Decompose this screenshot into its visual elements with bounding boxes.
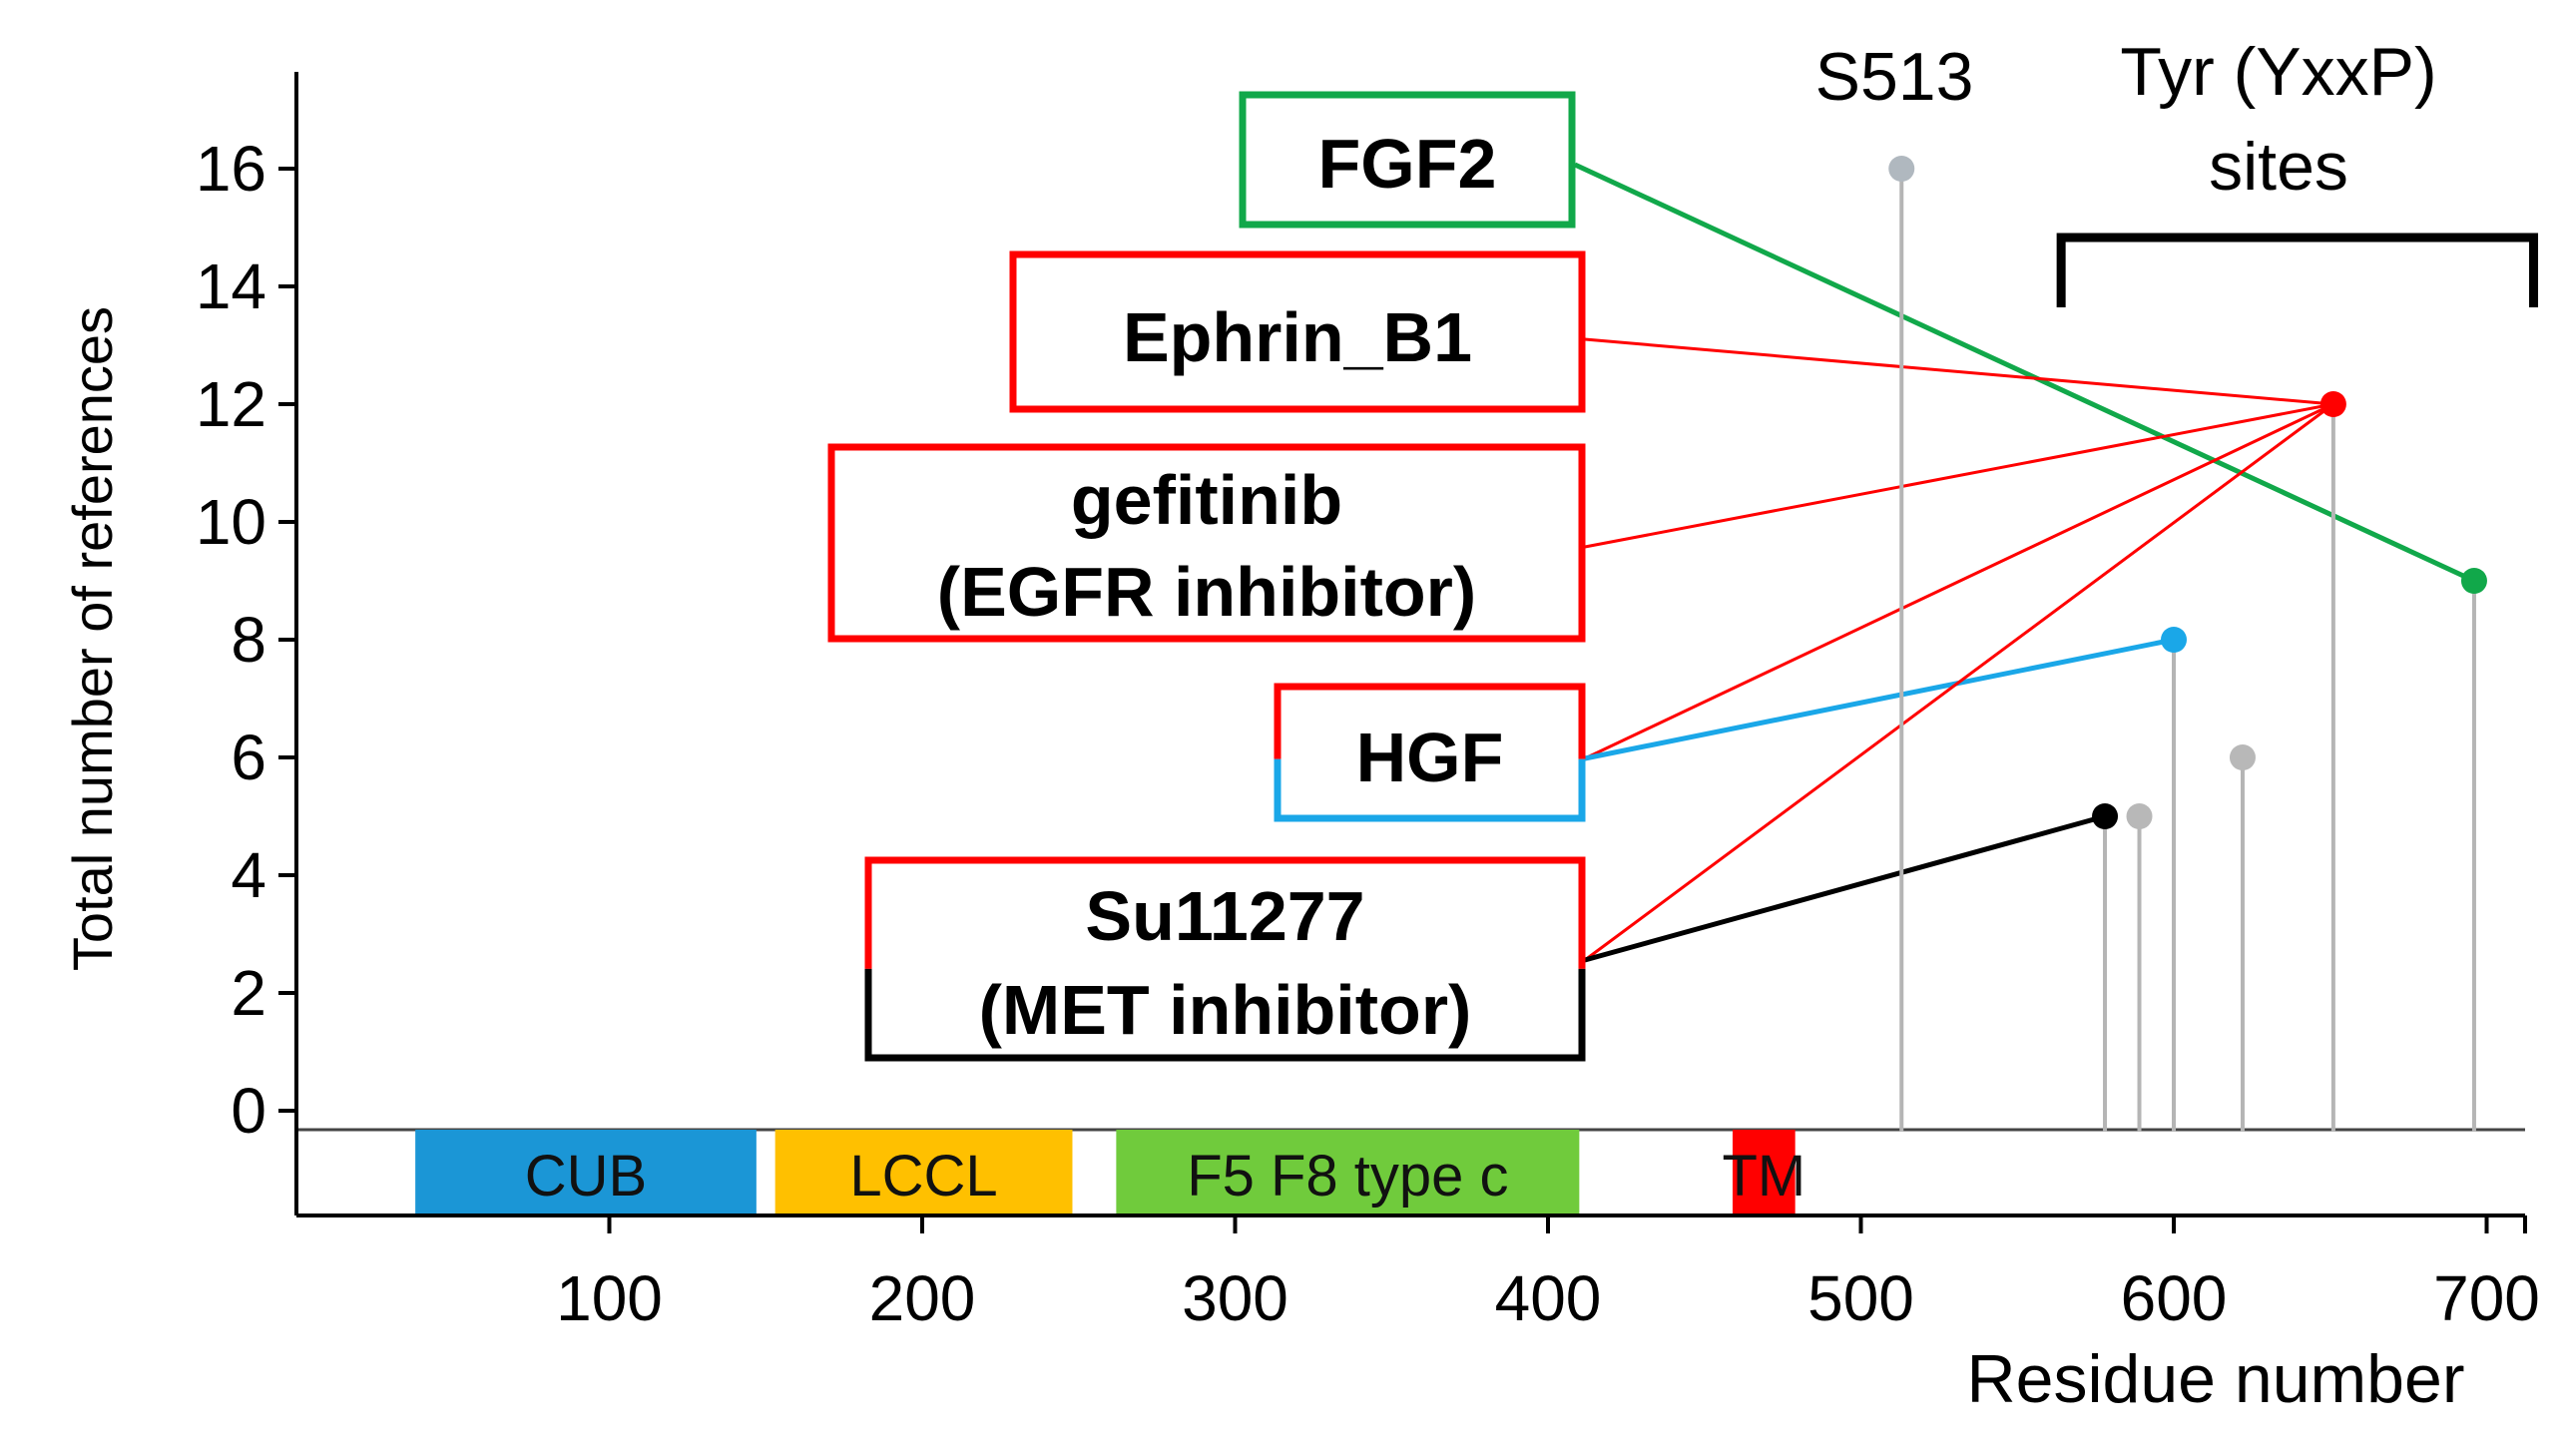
site-marker (2319, 391, 2346, 417)
stimulus-box-border (1009, 250, 1586, 413)
connector-line (1584, 637, 2175, 761)
stimulus-box-fill (831, 447, 1582, 639)
x-tick-label: 400 (1495, 1262, 1602, 1334)
stimulus-sublabel: (EGFR inhibitor) (937, 553, 1476, 631)
stimulus-box-fill (1278, 687, 1582, 818)
stimulus-label: FGF2 (1318, 125, 1497, 203)
domain-block (1116, 1130, 1580, 1215)
x-axis-label: Residue number (1967, 1341, 2465, 1417)
site-marker (2161, 627, 2187, 653)
x-tick-label: 700 (2433, 1262, 2540, 1334)
tyr-label-sites: sites (2209, 129, 2348, 205)
y-tick-label: 8 (231, 604, 266, 676)
connector-line (1573, 162, 2476, 584)
y-tick-label: 0 (231, 1075, 266, 1147)
x-tick-label: 500 (1807, 1262, 1914, 1334)
stimulus-box-border-top (864, 856, 1586, 969)
domain-label: TM (1722, 1144, 1805, 1209)
x-tick-label: 600 (2121, 1262, 2228, 1334)
site-marker (1888, 156, 1915, 182)
y-tick-label: 14 (196, 250, 266, 322)
domain-block (415, 1130, 757, 1215)
stimulus-label: HGF (1356, 719, 1504, 796)
stimulus-box-border-top (1274, 683, 1586, 759)
y-tick-label: 16 (196, 133, 266, 205)
domain-track: CUB LCCL F5 F8 type c TM (296, 1128, 2525, 1215)
y-tick-label: 4 (231, 839, 266, 911)
site-marker (2092, 803, 2119, 829)
connector-line (1584, 402, 2334, 549)
y-tick-label: 2 (231, 957, 266, 1029)
connector-line (1584, 402, 2334, 760)
stimulus-box-border (827, 443, 1586, 643)
tyr-bracket (2056, 233, 2539, 307)
stimulus-sublabel: (MET inhibitor) (979, 971, 1472, 1049)
site-annotations: S513 Tyr (YxxP) sites (1815, 34, 2539, 307)
stimulus-box-fill (868, 860, 1582, 1058)
stimulus-box-border (1239, 91, 1576, 229)
x-tick-label: 300 (1182, 1262, 1288, 1334)
x-tick-label: 200 (869, 1262, 976, 1334)
domain-label: F5 F8 type c (1187, 1144, 1508, 1209)
domain-label: LCCL (849, 1144, 997, 1209)
domain-block (1732, 1130, 1796, 1215)
connector-line (1584, 402, 2334, 962)
axes: 0 2 4 6 8 10 12 14 16 100 200 300 400 500 600 700 (196, 72, 2540, 1334)
connector-line (1584, 337, 2334, 406)
stimulus-box-border-bottom (864, 968, 1586, 1062)
x-tick-label: 100 (556, 1262, 663, 1334)
site-marker (2229, 744, 2256, 770)
site-marker (2126, 803, 2153, 829)
y-tick-label: 10 (196, 486, 266, 558)
y-axis-label: Total number of references (61, 306, 124, 971)
stimulus-box-fill (1243, 95, 1572, 225)
stimulus-label: gefitinib (1071, 461, 1342, 539)
site-stems (1888, 156, 2487, 1132)
y-tick-label: 6 (231, 722, 266, 793)
tyr-label: Tyr (YxxP) (2120, 34, 2436, 110)
s513-label: S513 (1815, 39, 1974, 115)
stimulus-label: Su11277 (1085, 877, 1364, 955)
stimulus-boxes: FGF2 Ephrin_B1 gefitinib (EGFR inhibitor) HG… (827, 91, 1586, 1062)
stimulus-label: Ephrin_B1 (1123, 298, 1472, 376)
connector-lines (1573, 162, 2476, 963)
domain-block (774, 1130, 1073, 1215)
stimulus-box-border-bottom (1274, 758, 1586, 822)
stimulus-box-fill (1013, 254, 1582, 409)
y-tick-label: 12 (196, 368, 266, 440)
domain-label: CUB (525, 1144, 647, 1209)
site-marker (2460, 568, 2487, 594)
connector-line (1584, 813, 2106, 963)
